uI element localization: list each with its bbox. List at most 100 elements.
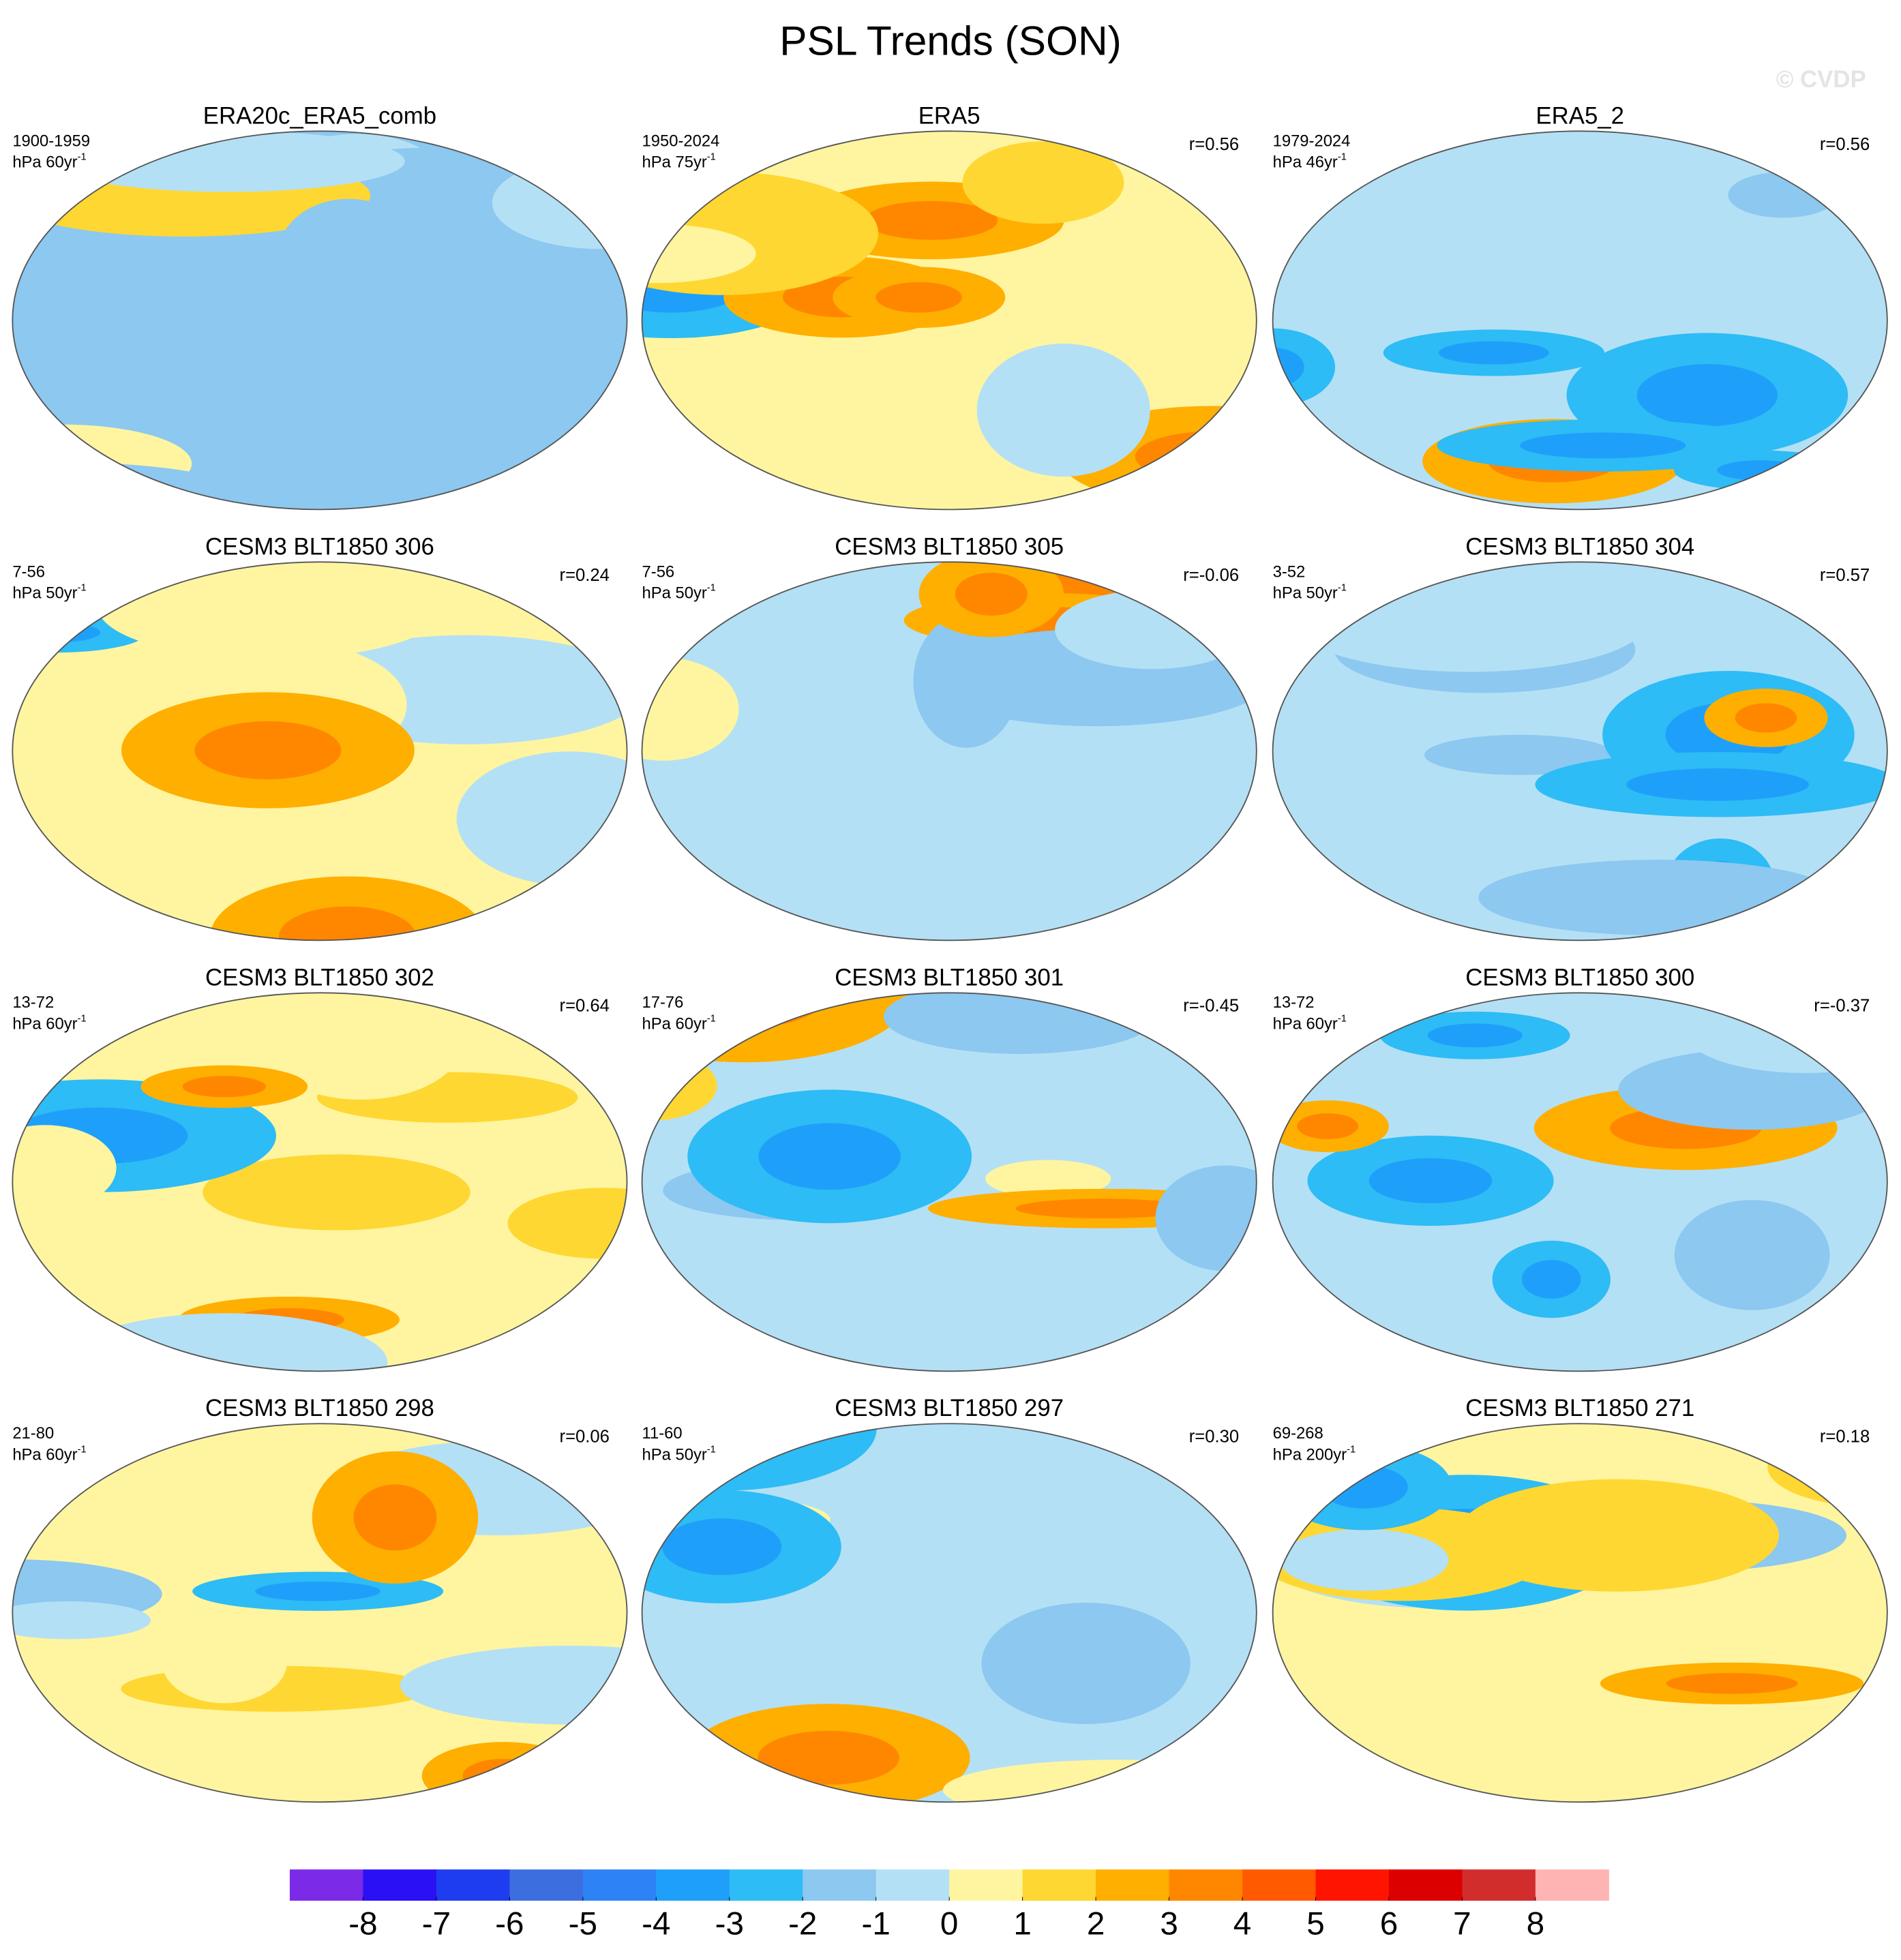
colorbar-box bbox=[1096, 1869, 1170, 1901]
contour-region bbox=[1320, 1465, 1408, 1509]
units-superscript: -1 bbox=[78, 1444, 87, 1455]
colorbar-box bbox=[803, 1869, 877, 1901]
contour-region bbox=[985, 1160, 1111, 1198]
correlation-label: r=0.57 bbox=[1820, 566, 1870, 585]
contour-region bbox=[642, 878, 815, 941]
colorbar-label: 8 bbox=[1527, 1905, 1544, 1942]
contour-region bbox=[1438, 341, 1549, 365]
chart-title: PSL Trends (SON) bbox=[779, 18, 1122, 64]
units-label: hPa 50yr-1 bbox=[12, 582, 86, 602]
units-label: hPa 46yr-1 bbox=[1273, 151, 1347, 171]
units-superscript: -1 bbox=[78, 1013, 87, 1024]
units-label: hPa 50yr-1 bbox=[1273, 582, 1347, 602]
correlation-label: r=0.06 bbox=[560, 1428, 610, 1447]
units-label: hPa 75yr-1 bbox=[642, 151, 716, 171]
contour-region bbox=[203, 1154, 470, 1231]
map-outline bbox=[1272, 130, 1888, 511]
correlation-label: r=0.56 bbox=[1820, 135, 1870, 154]
panel-title: CESM3 BLT1850 302 bbox=[205, 964, 434, 991]
map bbox=[12, 131, 627, 510]
contour-region bbox=[1279, 1528, 1449, 1591]
map-outline bbox=[1272, 1423, 1888, 1803]
period-label: 1900-1959 bbox=[12, 132, 90, 150]
colorbar-label: 3 bbox=[1160, 1905, 1178, 1942]
panel-title: CESM3 BLT1850 306 bbox=[205, 533, 434, 560]
contour-region bbox=[1626, 768, 1809, 801]
contour-region bbox=[1272, 217, 1573, 269]
map bbox=[642, 1423, 1257, 1803]
panel-title: CESM3 BLT1850 271 bbox=[1465, 1395, 1694, 1421]
units-superscript: -1 bbox=[1338, 1013, 1347, 1024]
units-text: hPa 60yr bbox=[12, 1014, 77, 1033]
colorbar-box bbox=[656, 1869, 730, 1901]
units-text: hPa 200yr bbox=[1273, 1445, 1347, 1464]
units-text: hPa 75yr bbox=[642, 153, 707, 171]
contour-region bbox=[955, 573, 1028, 616]
colorbar-box bbox=[509, 1869, 584, 1901]
contour-region bbox=[976, 343, 1150, 477]
colorbar-label: -8 bbox=[348, 1905, 377, 1942]
contour-region bbox=[984, 817, 1223, 899]
watermark: © CVDP bbox=[1776, 66, 1866, 93]
colorbar-label: -3 bbox=[715, 1905, 744, 1942]
colorbar-box bbox=[436, 1869, 510, 1901]
colorbar-box bbox=[1535, 1869, 1609, 1901]
period-label: 11-60 bbox=[642, 1424, 683, 1443]
contour-region bbox=[642, 657, 739, 761]
colorbar-label: -1 bbox=[862, 1905, 890, 1942]
contour-region bbox=[12, 1601, 151, 1640]
contour-region bbox=[1636, 363, 1778, 427]
contour-region bbox=[1015, 1198, 1192, 1219]
period-label: 1950-2024 bbox=[642, 132, 720, 150]
colorbar-label: -2 bbox=[788, 1905, 817, 1942]
units-text: hPa 50yr bbox=[12, 584, 77, 602]
units-label: hPa 50yr-1 bbox=[642, 582, 716, 602]
map bbox=[12, 562, 627, 941]
map bbox=[642, 562, 1257, 941]
period-label: 1979-2024 bbox=[1273, 132, 1351, 150]
colorbar-label: -6 bbox=[495, 1905, 524, 1942]
units-superscript: -1 bbox=[707, 1444, 716, 1455]
contour-region bbox=[12, 1125, 117, 1211]
units-text: hPa 60yr bbox=[1273, 1014, 1338, 1033]
units-superscript: -1 bbox=[1338, 582, 1347, 593]
contour-region bbox=[1456, 1479, 1780, 1592]
colorbar-label: 4 bbox=[1233, 1905, 1251, 1942]
contour-region bbox=[12, 622, 101, 643]
panel-title: ERA5_2 bbox=[1536, 102, 1624, 129]
map-outline bbox=[1272, 561, 1888, 941]
panel-title: CESM3 BLT1850 298 bbox=[205, 1395, 434, 1421]
contour-region bbox=[1520, 432, 1686, 459]
panel-title: CESM3 BLT1850 304 bbox=[1465, 533, 1694, 560]
panel-title: CESM3 BLT1850 301 bbox=[835, 964, 1064, 991]
period-label: 7-56 bbox=[12, 562, 45, 581]
units-superscript: -1 bbox=[78, 151, 87, 162]
colorbar-label: 1 bbox=[1013, 1905, 1031, 1942]
map-outline bbox=[12, 992, 628, 1372]
correlation-label: r=0.30 bbox=[1189, 1428, 1239, 1447]
units-label: hPa 60yr-1 bbox=[1273, 1013, 1347, 1033]
correlation-label: r=0.18 bbox=[1820, 1428, 1870, 1447]
colorbar-label: 0 bbox=[940, 1905, 958, 1942]
units-text: hPa 46yr bbox=[1273, 153, 1338, 171]
colorbar-box bbox=[1022, 1869, 1096, 1901]
map-outline bbox=[12, 561, 628, 941]
colorbar-box bbox=[1315, 1869, 1390, 1901]
colorbar-label: -5 bbox=[569, 1905, 597, 1942]
colorbar-box bbox=[1388, 1869, 1463, 1901]
map bbox=[642, 131, 1257, 510]
map bbox=[1272, 562, 1887, 941]
panel-title: CESM3 BLT1850 297 bbox=[835, 1395, 1064, 1421]
contour-region bbox=[642, 993, 911, 1063]
contour-region bbox=[1478, 860, 1839, 936]
correlation-label: r=-0.37 bbox=[1814, 997, 1870, 1016]
contour-region bbox=[98, 562, 445, 660]
contour-region bbox=[758, 1730, 899, 1785]
period-label: 69-268 bbox=[1273, 1424, 1323, 1443]
colorbar-box bbox=[1242, 1869, 1317, 1901]
units-label: hPa 60yr-1 bbox=[642, 1013, 716, 1033]
contour-region bbox=[1055, 590, 1250, 669]
contour-region bbox=[278, 906, 417, 941]
colorbar-box bbox=[582, 1869, 657, 1901]
correlation-label: r=0.64 bbox=[560, 997, 610, 1016]
